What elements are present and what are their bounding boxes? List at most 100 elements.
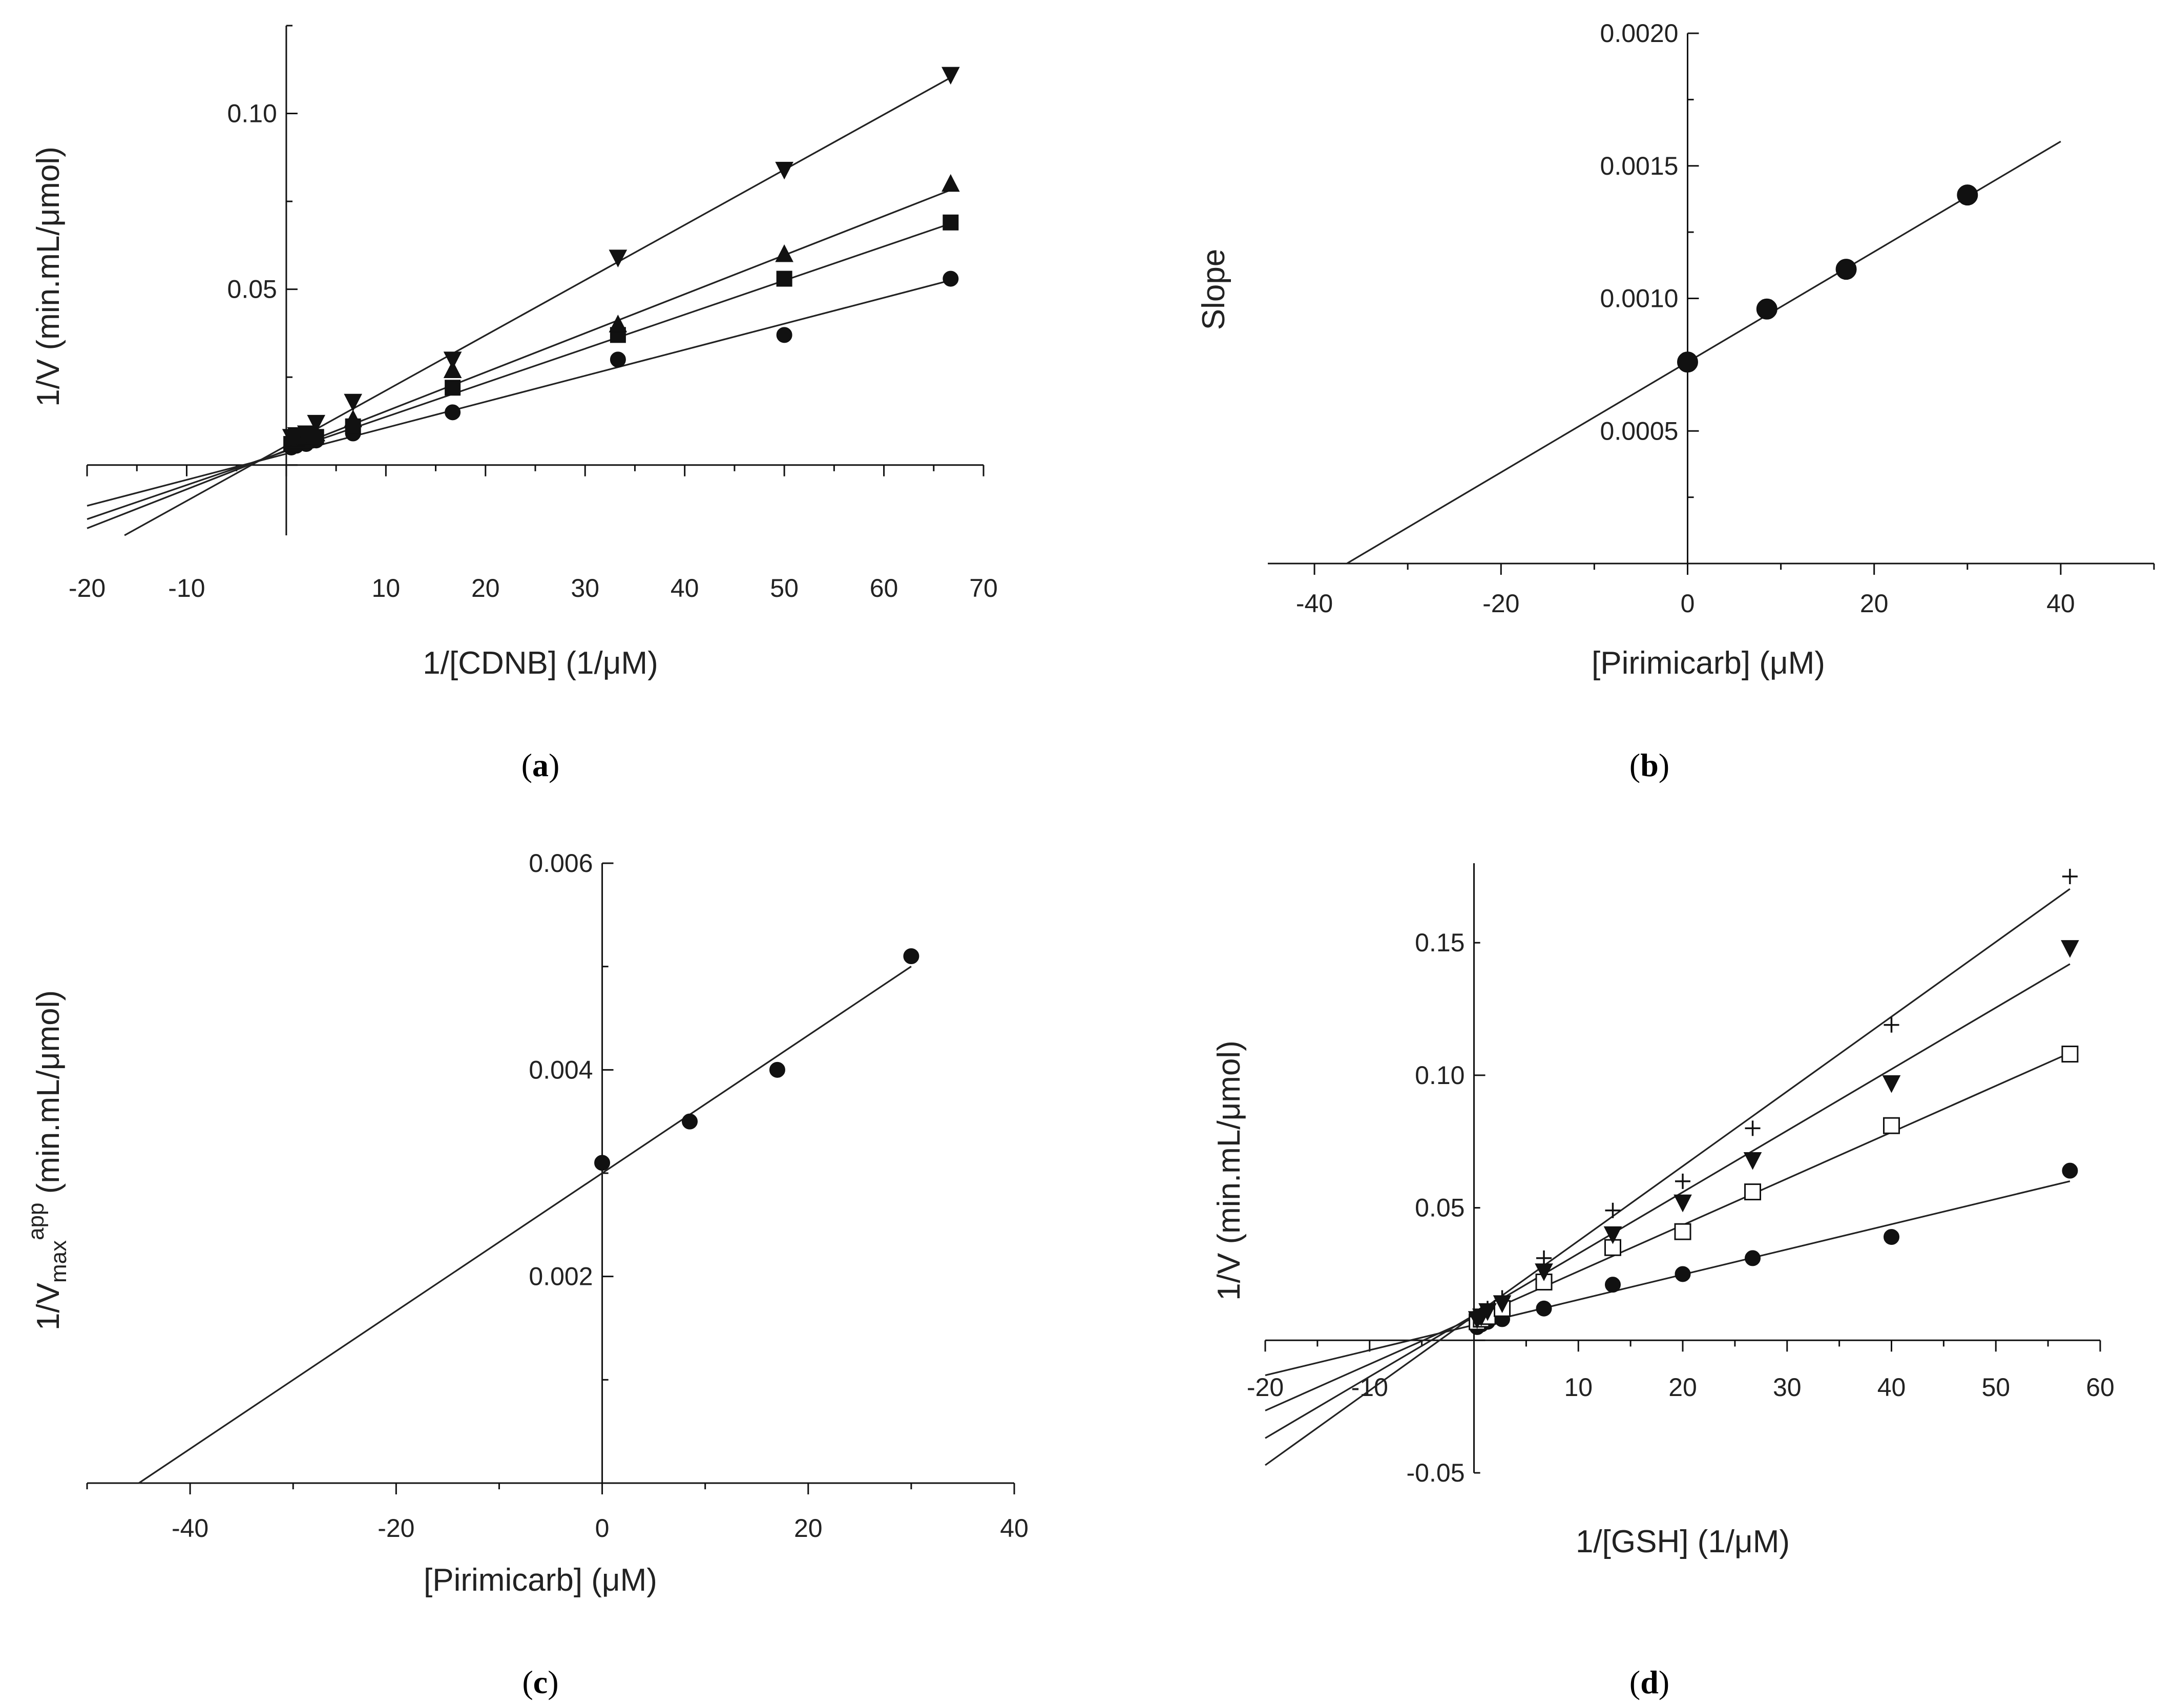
- data-point-plus-3-8: [1884, 1017, 1899, 1033]
- y-axis-label: Slope: [1196, 249, 1231, 330]
- x-tick-label-3: 20: [1860, 589, 1889, 618]
- data-point-circle-0-7: [1745, 1250, 1761, 1266]
- data-point-triangle-down-3-8: [942, 67, 960, 85]
- data-point-triangle-up-2-6: [609, 315, 628, 332]
- x-tick-label-0: -40: [172, 1514, 208, 1543]
- x-tick-label-7: 60: [870, 574, 898, 602]
- x-tick-label-0: -20: [69, 574, 106, 602]
- x-axis-label: [Pirimicarb] (μM): [1592, 645, 1825, 681]
- x-axis-label: [Pirimicarb] (μM): [424, 1563, 657, 1598]
- y-axis-label: 1/Vmaxapp (min.mL/μmol): [24, 990, 71, 1330]
- data-point-circle-0-0: [594, 1155, 611, 1171]
- y-tick-label-0: 0.05: [227, 275, 277, 304]
- caption-open: (: [1629, 747, 1640, 783]
- data-point-triangle-down-2-7: [1743, 1152, 1762, 1170]
- data-point-circle-0-9: [2062, 1162, 2078, 1179]
- panel-caption: (a): [521, 747, 560, 783]
- x-tick-label-5: 40: [671, 574, 699, 602]
- x-tick-label-4: 40: [2046, 589, 2075, 618]
- data-point-triangle-down-3-5: [443, 351, 462, 369]
- caption-close: ): [548, 1664, 558, 1700]
- data-point-open-square-1-8: [1883, 1117, 1900, 1134]
- x-tick-label-8: 70: [969, 574, 998, 602]
- data-point-triangle-down-2-5: [1603, 1226, 1622, 1244]
- y-tick-label-1: 0.0010: [1600, 284, 1679, 313]
- fit-line-3: [124, 77, 951, 536]
- y-tick-label-2: 0.006: [529, 849, 593, 878]
- caption-open: (: [521, 747, 532, 783]
- data-point-triangle-down-2-6: [1674, 1194, 1692, 1213]
- panel-b: -40 -20 0 20 40 0.0005 0.0010 0.0015 0.0020 [Piri…: [1196, 19, 2155, 783]
- y-axis-label-sub: max: [46, 1240, 71, 1283]
- data-point-triangle-up-2-8: [942, 174, 960, 192]
- panel-a: -20 -10 10 20 30 40 50 60 70 0.05 0.10 1/[CDNB] (1/…: [31, 25, 998, 783]
- data-point-triangle-down-3-7: [775, 161, 793, 180]
- data-point-triangle-down-3-4: [344, 393, 362, 412]
- x-axis-label: 1/[CDNB] (1/μM): [423, 645, 658, 681]
- y-axis-label-main: 1/V: [31, 1282, 66, 1330]
- data-point-plus-3-4: [1536, 1250, 1552, 1266]
- data-point-circle-0-2: [769, 1061, 785, 1078]
- data-point-open-square-1-9: [2061, 1046, 2079, 1063]
- data-point-circle-0-1: [682, 1113, 698, 1130]
- caption-letter: d: [1640, 1664, 1659, 1700]
- data-point-circle-0-2: [1835, 259, 1857, 280]
- panel-caption: (b): [1629, 747, 1669, 783]
- data-point-square-1-5: [445, 380, 461, 396]
- fit-line-0: [1346, 140, 2061, 564]
- x-tick-label-1: -20: [378, 1514, 414, 1543]
- y-axis-label: 1/V (min.mL/μmol): [1211, 1040, 1247, 1301]
- x-tick-label-6: 50: [1981, 1373, 2010, 1402]
- fit-line-1: [1265, 1052, 2071, 1411]
- y-tick-label-0: 0.002: [529, 1262, 593, 1291]
- y-tick-label-3: 0.15: [1415, 928, 1465, 957]
- x-tick-label-3: 20: [1668, 1373, 1697, 1402]
- data-point-square-1-7: [776, 270, 792, 287]
- data-point-circle-0-1: [1756, 298, 1777, 320]
- caption-letter: c: [533, 1664, 548, 1700]
- data-point-circle-0-4: [1536, 1300, 1552, 1317]
- fit-line-1: [87, 222, 951, 520]
- data-point-plus-3-9: [2062, 868, 2078, 884]
- data-point-plus-3-7: [1745, 1120, 1761, 1136]
- x-axis-label: 1/[GSH] (1/μM): [1576, 1524, 1790, 1559]
- y-tick-label-1: 0.05: [1415, 1194, 1465, 1222]
- data-point-circle-0-8: [943, 270, 959, 287]
- y-tick-label-0: 0.0005: [1600, 416, 1679, 445]
- x-tick-label-1: -20: [1482, 589, 1519, 618]
- x-tick-label-1: -10: [168, 574, 205, 602]
- fit-line-2: [87, 189, 951, 529]
- fit-line-0: [1265, 1180, 2071, 1377]
- x-tick-label-3: 20: [471, 574, 500, 602]
- caption-close: ): [1659, 1664, 1669, 1700]
- data-point-circle-0-3: [1957, 184, 1978, 206]
- x-tick-label-0: -40: [1296, 589, 1333, 618]
- data-point-triangle-up-2-7: [775, 244, 793, 262]
- x-tick-label-2: 0: [1681, 589, 1695, 618]
- data-point-open-square-1-6: [1674, 1223, 1691, 1240]
- data-point-circle-0-3: [903, 948, 919, 964]
- fit-line-0: [87, 279, 951, 507]
- data-point-circle-0-5: [1604, 1277, 1621, 1293]
- panel-caption: (d): [1629, 1664, 1669, 1700]
- x-tick-label-6: 50: [770, 574, 799, 602]
- data-point-circle-0-0: [1677, 351, 1698, 373]
- panel-c: -40 -20 0 20 40 0.002 0.004 0.006 [Pirimicarb] (…: [24, 849, 1029, 1700]
- data-point-circle-0-5: [445, 404, 461, 421]
- fit-line-2: [1265, 963, 2071, 1439]
- data-point-plus-3-6: [1675, 1173, 1690, 1189]
- caption-open: (: [522, 1664, 533, 1700]
- y-tick-label-2: 0.0015: [1600, 152, 1679, 180]
- y-tick-label-1: 0.10: [227, 99, 277, 128]
- x-tick-label-2: 0: [595, 1514, 610, 1543]
- data-point-circle-0-8: [1884, 1229, 1899, 1245]
- y-axis-label-sup: app: [24, 1203, 49, 1240]
- y-axis-label-units: (min.mL/μmol): [31, 990, 66, 1203]
- x-tick-label-3: 20: [794, 1514, 823, 1543]
- data-point-triangle-down-2-9: [2061, 940, 2079, 958]
- x-tick-label-1: -10: [1351, 1373, 1388, 1402]
- data-point-circle-0-6: [1675, 1266, 1691, 1282]
- data-point-triangle-down-3-6: [609, 249, 628, 267]
- y-tick-label-0: -0.05: [1407, 1459, 1465, 1487]
- data-point-plus-3-2: [1479, 1301, 1495, 1317]
